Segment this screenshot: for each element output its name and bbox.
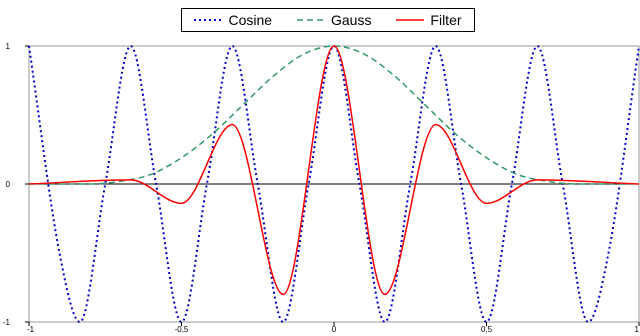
series-line-cosine: [28, 44, 640, 324]
legend: Cosine Gauss Filter: [181, 8, 475, 32]
x-tick-label: 1: [635, 325, 640, 334]
legend-swatch-filter: [396, 19, 425, 21]
legend-item-cosine: Cosine: [194, 12, 272, 28]
x-tick-label: -0,5: [175, 325, 189, 334]
series-line-filter: [28, 45, 640, 296]
legend-swatch-gauss: [297, 19, 325, 21]
legend-label-cosine: Cosine: [228, 12, 273, 28]
x-tick-label: 0: [332, 325, 337, 334]
y-tick-label: 0: [6, 180, 11, 189]
y-tick-label: -1: [3, 318, 11, 327]
legend-label-gauss: Gauss: [331, 12, 372, 28]
y-tick-label: 1: [6, 42, 11, 51]
legend-item-filter: Filter: [396, 12, 462, 28]
x-tick-label: -1: [27, 325, 35, 334]
legend-label-filter: Filter: [430, 12, 462, 28]
x-tick-label: 0,5: [481, 325, 493, 334]
series-line-gauss: [29, 45, 639, 185]
legend-item-gauss: Gauss: [297, 12, 371, 28]
legend-swatch-cosine: [194, 19, 223, 21]
